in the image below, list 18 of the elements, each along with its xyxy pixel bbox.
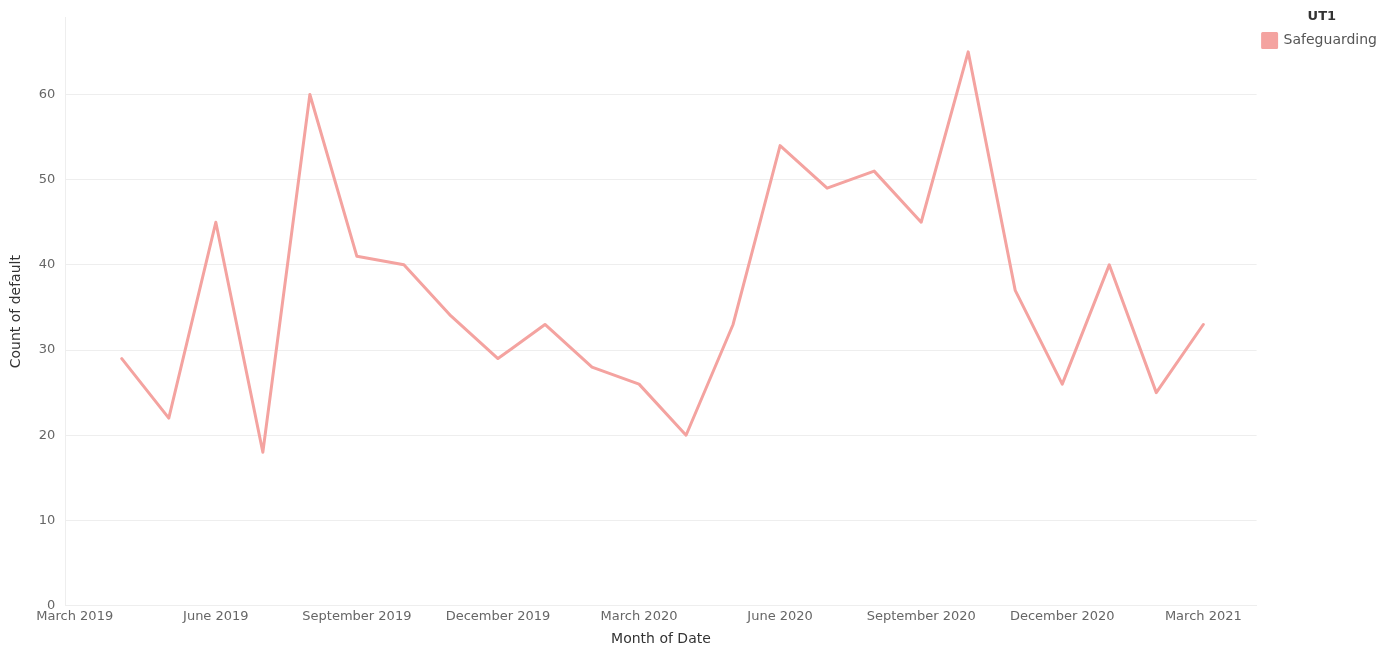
x-tick-label: December 2020	[1009, 607, 1115, 623]
legend-label: Safeguarding	[1283, 31, 1378, 48]
y-tick-label: 10	[38, 511, 56, 527]
y-axis-title: Count of default	[7, 254, 24, 369]
x-tick-label: June 2019	[182, 607, 249, 623]
y-tick-label: 30	[38, 341, 56, 357]
x-tick-label: September 2020	[866, 607, 976, 623]
x-tick-label: March 2020	[600, 607, 678, 623]
x-tick-label: September 2019	[302, 607, 412, 623]
legend-title: UT1	[1307, 7, 1337, 23]
x-tick-label: March 2021	[1164, 607, 1242, 623]
x-axis-title: Month of Date	[611, 630, 711, 647]
y-tick-label: 40	[38, 256, 56, 272]
y-tick-label: 50	[38, 171, 56, 187]
x-tick-label: December 2019	[445, 607, 551, 623]
y-tick-label: 20	[38, 426, 56, 442]
y-tick-label: 60	[38, 85, 56, 101]
x-tick-label: June 2020	[746, 607, 813, 623]
